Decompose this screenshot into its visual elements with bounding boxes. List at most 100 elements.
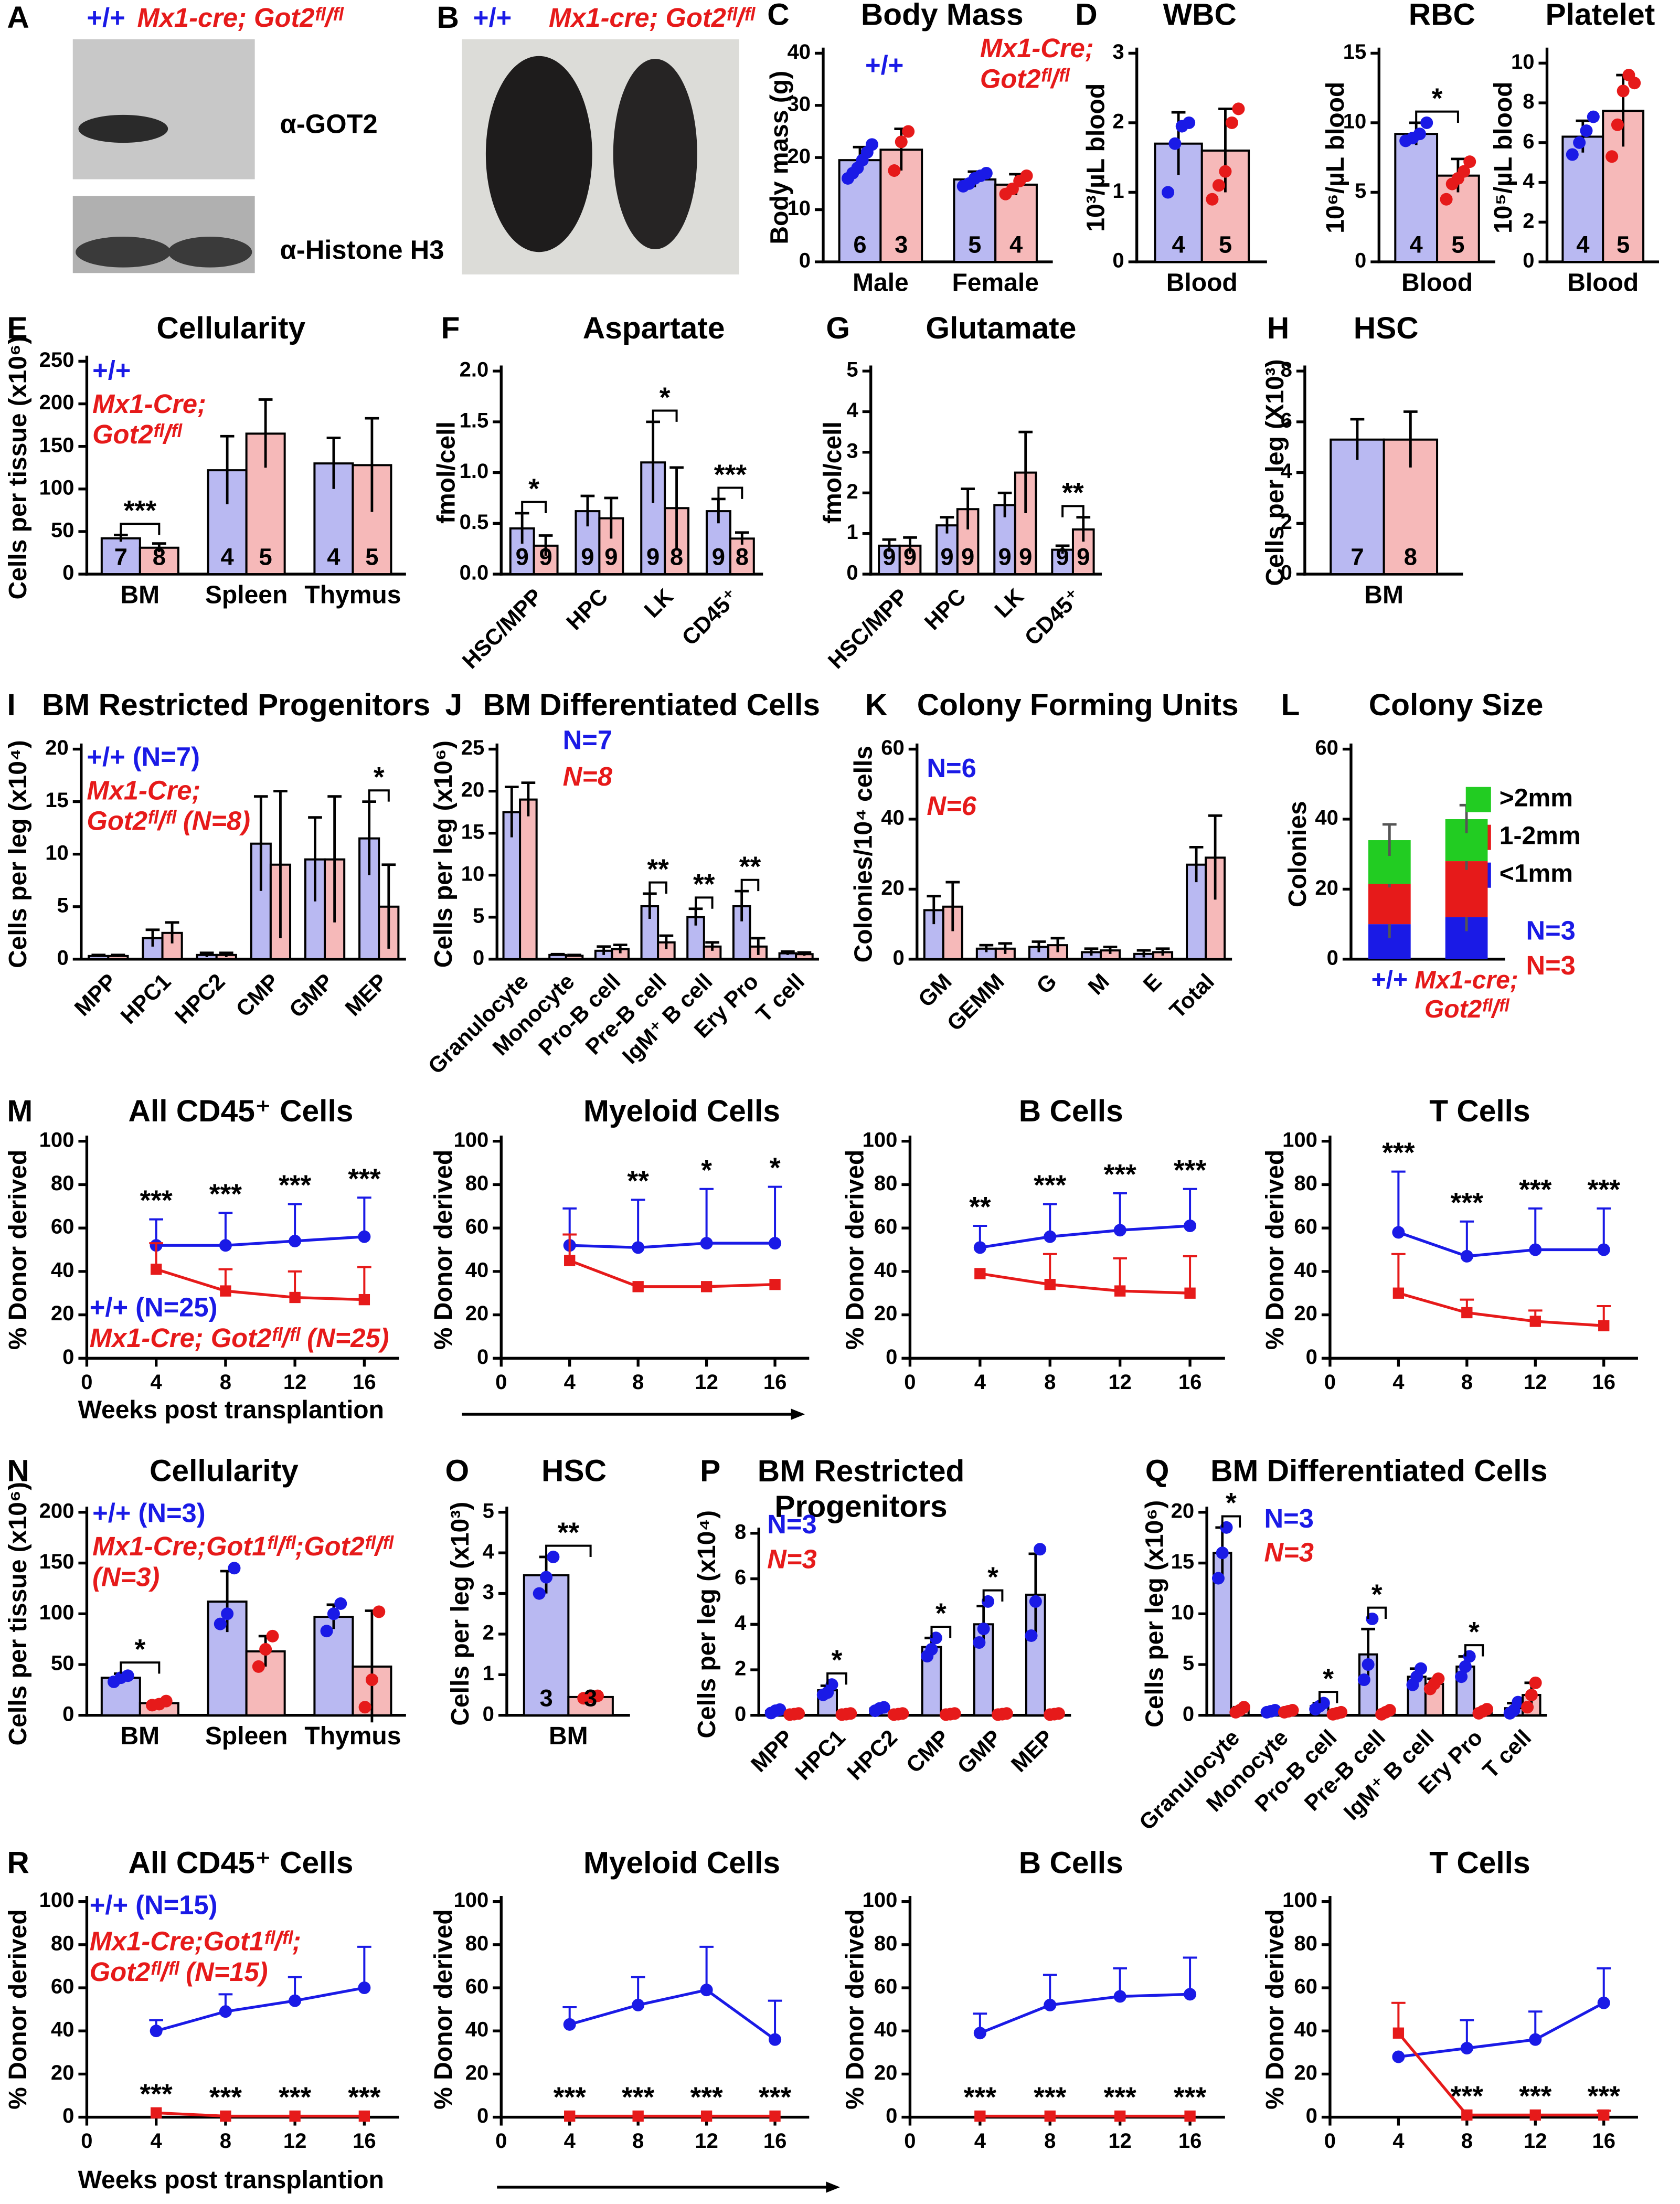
x-tick-label: HPC2 [170, 969, 230, 1029]
legend-label: N=3 [767, 1509, 816, 1539]
data-point [358, 1701, 371, 1714]
data-point [902, 125, 915, 138]
data-point [1566, 148, 1579, 161]
n-label: 6 [853, 231, 866, 258]
arrow-head [826, 2181, 840, 2193]
data-point [1598, 1320, 1610, 1331]
error-bar [1391, 1253, 1406, 1294]
chart-title: HSC [1354, 311, 1419, 345]
significance-label: * [1323, 1663, 1334, 1694]
error-bar [381, 863, 396, 949]
data-point [1206, 193, 1219, 206]
chart-title: B Cells [1019, 1846, 1123, 1880]
y-axis-label: % Donor derived [1261, 1909, 1289, 2110]
y-tick-label: 200 [39, 1499, 75, 1522]
data-point [365, 1673, 378, 1687]
x-tick-label: Mx1-cre; Got2ᶠˡ/ᶠˡ [1415, 966, 1518, 1023]
significance-bracket [521, 501, 547, 513]
series-line [569, 1242, 775, 1249]
y-tick-label: 0 [799, 249, 811, 272]
y-tick-label: 40 [51, 1258, 75, 1281]
y-tick-label: 10 [787, 197, 811, 220]
x-tick-label: HPC1 [116, 969, 176, 1029]
y-tick-label: 80 [1294, 1172, 1317, 1195]
x-tick-label: Female [952, 269, 1038, 296]
y-tick-label: 0 [477, 2104, 488, 2127]
x-tick-label: 16 [763, 2129, 787, 2153]
data-point [334, 1597, 347, 1610]
error-bar [735, 531, 749, 545]
y-axis-label: Cells per tissue (x10⁶) [4, 1482, 32, 1745]
data-point [591, 1689, 604, 1702]
x-tick-label: 8 [1044, 1371, 1056, 1394]
data-point [1573, 136, 1586, 149]
series-line [1398, 1231, 1604, 1258]
significance-label: *** [1174, 2082, 1207, 2113]
error-bar [1050, 937, 1065, 952]
x-tick-label: HSC/MPP [458, 584, 547, 674]
y-tick-label: 80 [465, 1172, 489, 1195]
significance-label: *** [1451, 1188, 1484, 1218]
y-tick-label: 40 [1315, 807, 1338, 830]
genotype-label: +/+ [87, 3, 125, 33]
data-point [980, 167, 993, 180]
data-point [981, 1595, 995, 1608]
y-tick-label: 0 [62, 2104, 74, 2127]
panel-letter: J [445, 688, 463, 722]
data-point [150, 1264, 162, 1275]
y-tick-label: 5 [483, 1499, 494, 1522]
series-line [980, 1272, 1190, 1295]
data-point [1225, 116, 1238, 129]
significance-bracket [1319, 1691, 1338, 1703]
data-point [1413, 128, 1426, 141]
y-tick-label: 3 [1112, 40, 1124, 63]
y-tick-label: 100 [863, 1889, 898, 1912]
y-tick-label: 60 [874, 1975, 898, 1998]
data-point [865, 138, 878, 151]
significance-label: *** [1034, 2082, 1067, 2113]
y-axis-label: Body mass (g) [766, 71, 794, 245]
legend-label: +/+ [92, 355, 131, 385]
n-label: 5 [259, 544, 272, 570]
x-tick-label: 4 [974, 2129, 986, 2153]
data-point [289, 1234, 302, 1247]
data-point [1044, 1279, 1056, 1290]
error-bar [940, 516, 954, 534]
data-point [1184, 1988, 1197, 2001]
x-tick-label: 12 [1108, 2129, 1132, 2153]
y-tick-label: 2 [1112, 110, 1124, 133]
y-tick-label: 100 [39, 1128, 75, 1151]
panel-letter: B [437, 1, 459, 35]
data-point [1162, 186, 1175, 199]
y-axis-label: Cells per tissue (x10⁶) [4, 336, 32, 599]
legend-label: <1mm [1500, 860, 1573, 887]
data-point [289, 1291, 301, 1304]
y-tick-label: 1.5 [460, 409, 489, 432]
n-label: 3 [895, 231, 908, 258]
y-tick-label: 60 [51, 1975, 75, 1998]
error-bar [152, 542, 166, 552]
n-label: 9 [961, 544, 974, 570]
data-point [160, 1694, 173, 1708]
x-tick-label: MPP [70, 969, 122, 1021]
bar [139, 546, 179, 576]
significance-label: *** [964, 2082, 997, 2113]
panel-letter: O [445, 1454, 470, 1488]
significance-label: *** [690, 2082, 723, 2113]
panel-letter: E [7, 311, 27, 345]
data-point [540, 1571, 553, 1584]
y-tick-label: 40 [1294, 1258, 1317, 1281]
n-label: 7 [114, 544, 127, 570]
y-tick-label: 10 [1343, 110, 1367, 133]
data-point [1597, 1996, 1610, 2009]
y-tick-label: 80 [51, 1172, 75, 1195]
x-tick-label: 4 [151, 1371, 163, 1394]
y-tick-label: 40 [465, 1258, 489, 1281]
significance-label: *** [1588, 1174, 1621, 1205]
y-tick-label: 10 [1171, 1601, 1195, 1624]
panel-letter: C [767, 0, 789, 32]
data-point [1587, 110, 1600, 123]
data-point [1335, 1705, 1348, 1719]
data-point [1114, 1285, 1126, 1297]
